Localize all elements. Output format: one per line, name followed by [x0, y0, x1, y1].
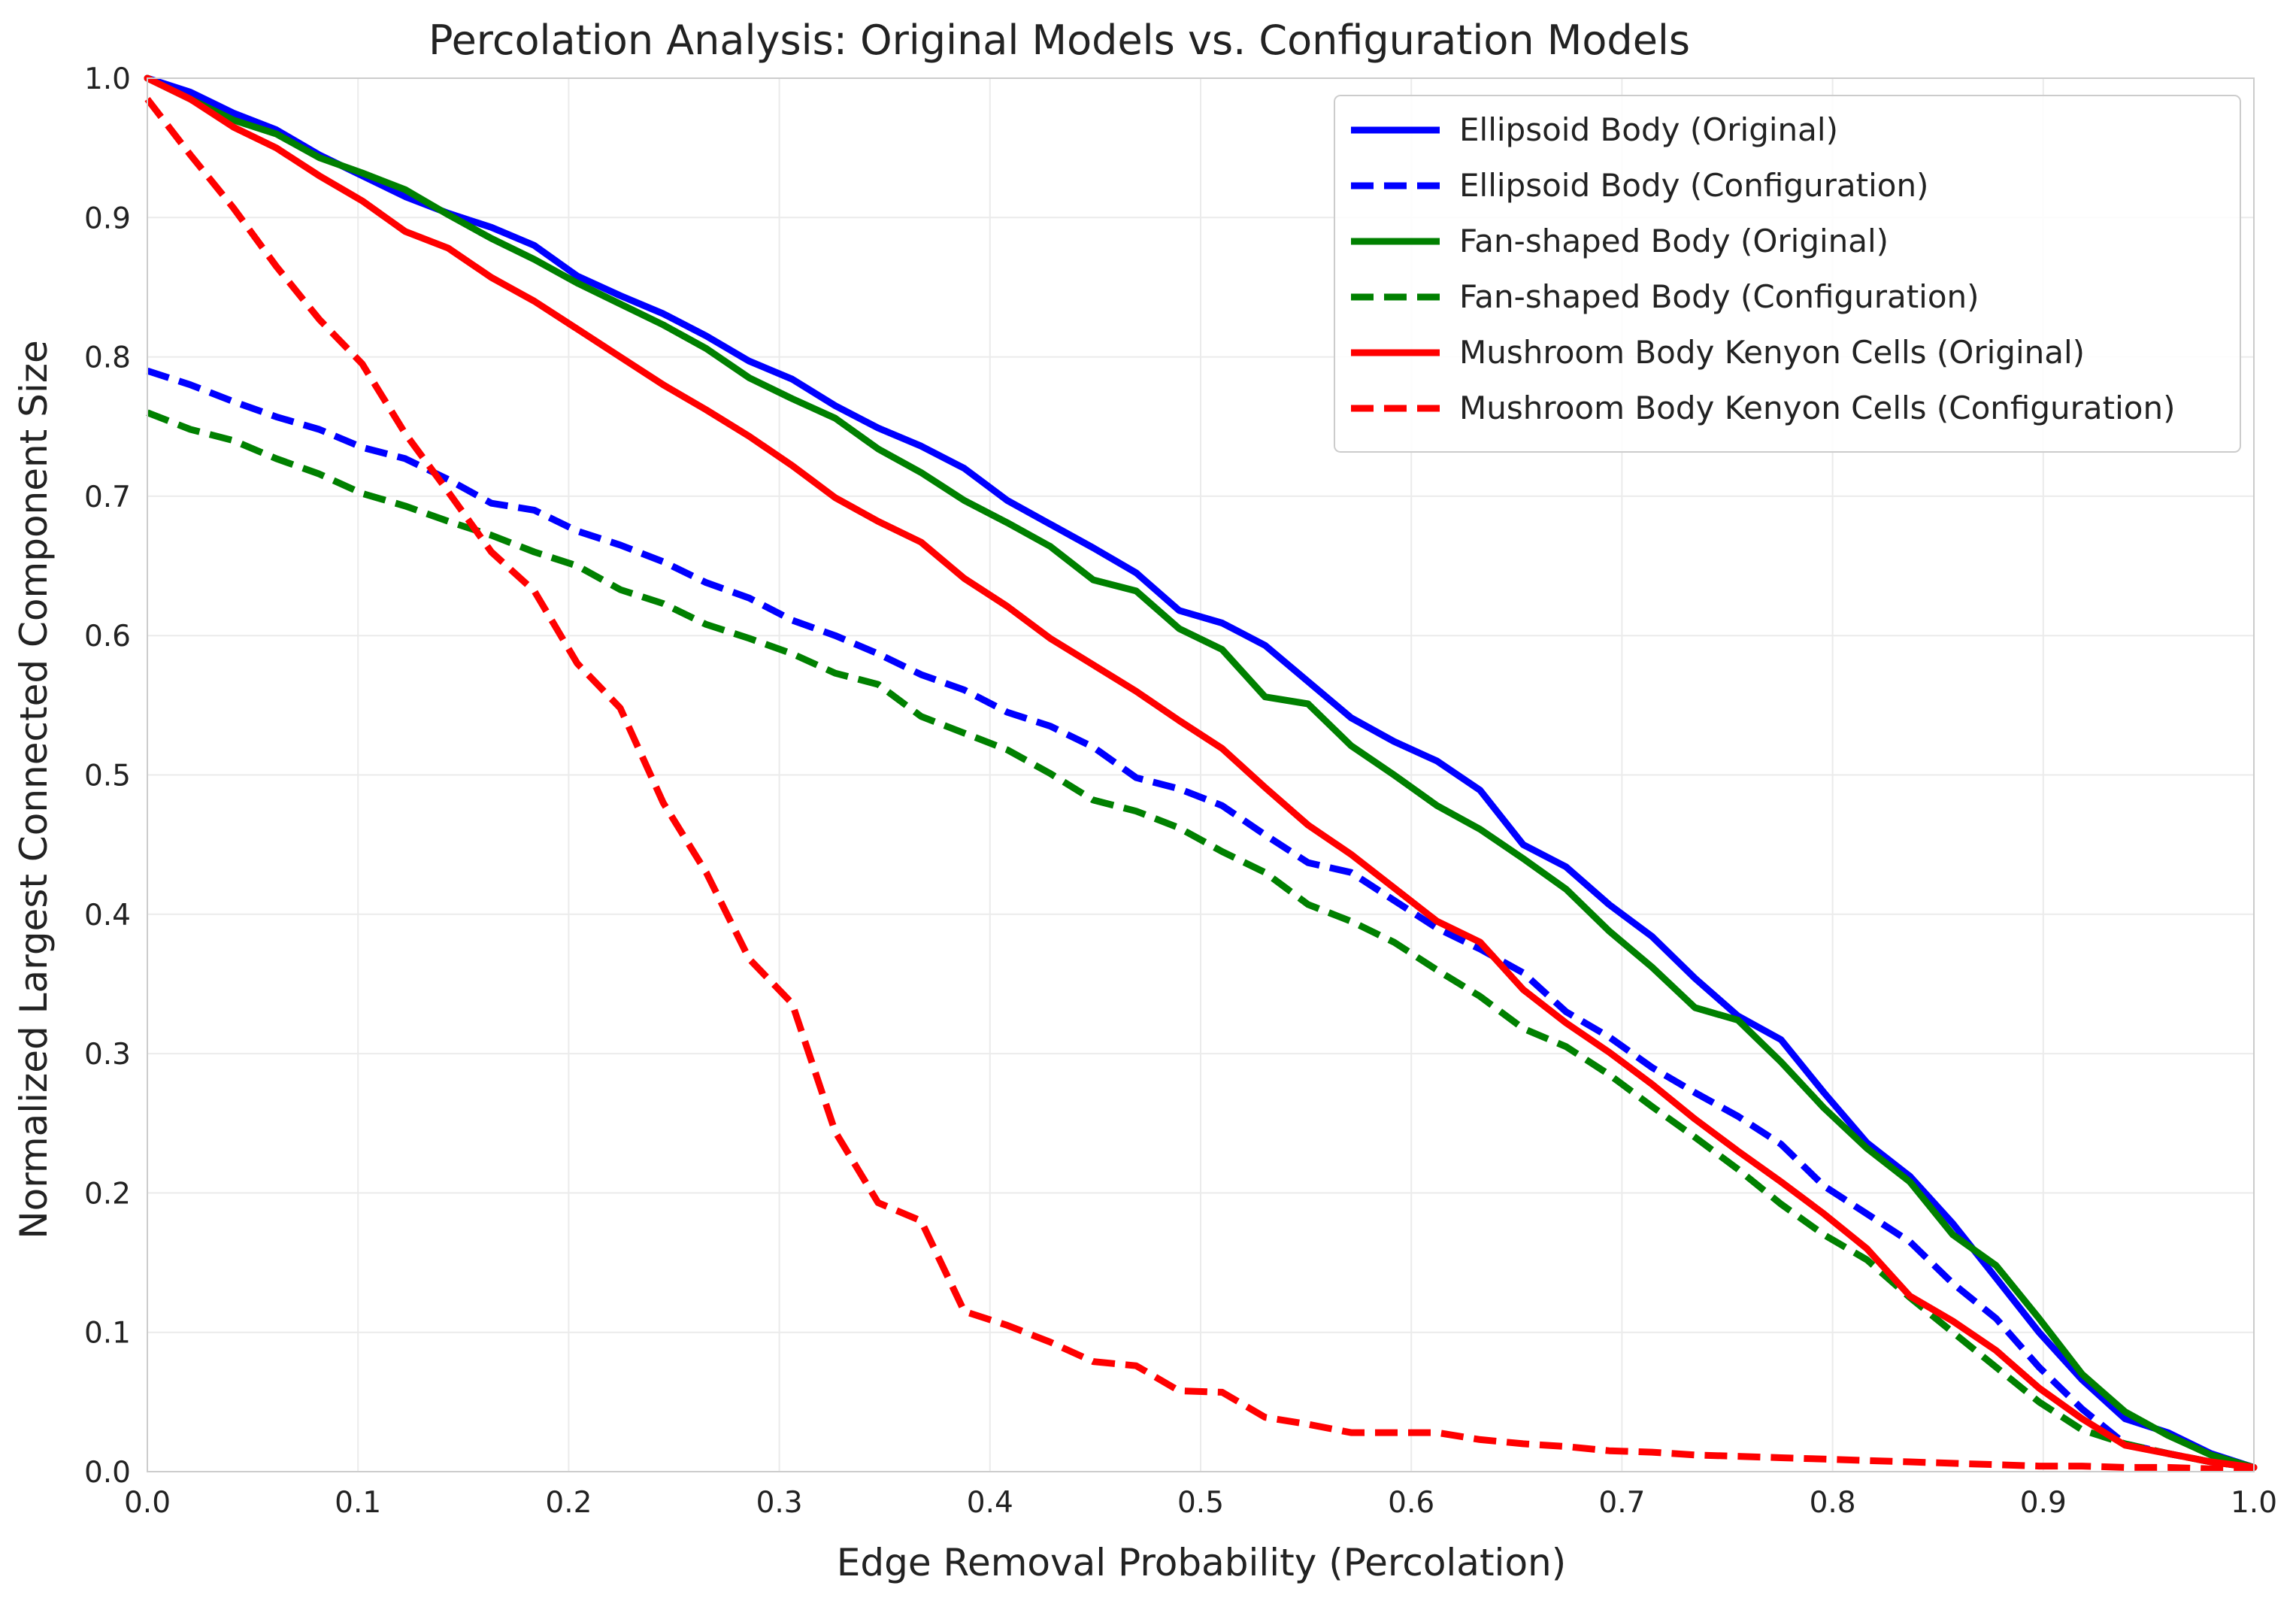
y-tick-label: 0.9 — [84, 202, 131, 235]
y-tick-label: 0.6 — [84, 620, 131, 653]
series-line-fan-shaped-body-original — [144, 74, 2258, 1471]
x-tick-label: 0.3 — [756, 1486, 803, 1520]
y-axis-label: Normalized Largest Connected Component S… — [12, 340, 56, 1239]
x-tick-label: 0.4 — [967, 1486, 1013, 1520]
legend-label: Mushroom Body Kenyon Cells (Configuratio… — [1459, 390, 2176, 426]
legend-label: Fan-shaped Body (Configuration) — [1459, 278, 1979, 315]
legend-label: Mushroom Body Kenyon Cells (Original) — [1459, 334, 2085, 371]
series-line-ellipsoid-body-configuration — [146, 367, 2255, 1471]
legend-label: Ellipsoid Body (Original) — [1459, 111, 1838, 148]
x-tick-label: 0.6 — [1388, 1486, 1434, 1520]
y-tick-label: 0.3 — [84, 1038, 131, 1072]
legend-label: Ellipsoid Body (Configuration) — [1459, 167, 1928, 204]
y-tick-label: 0.4 — [84, 899, 131, 932]
y-tick-label: 1.0 — [84, 62, 131, 96]
y-tick-label: 0.1 — [84, 1317, 131, 1351]
x-tick-label: 0.9 — [2020, 1486, 2067, 1520]
y-tick-label: 0.2 — [84, 1177, 131, 1211]
axis-ticks: 0.0 0.1 0.2 0.3 0.4 0.5 0.6 0.7 0.8 0.9 1.0 0.0 0.1 0… — [84, 62, 2277, 1520]
series-lines — [144, 74, 2258, 1472]
legend: Ellipsoid Body (Original) Ellipsoid Body … — [1334, 95, 2241, 453]
x-tick-label: 0.0 — [124, 1486, 171, 1520]
y-tick-label: 0.8 — [84, 341, 131, 375]
x-tick-label: 0.7 — [1598, 1486, 1645, 1520]
series-line-ellipsoid-body-original — [144, 74, 2258, 1471]
x-tick-label: 0.1 — [335, 1486, 381, 1520]
x-tick-label: 0.2 — [545, 1486, 592, 1520]
y-tick-label: 0.5 — [84, 760, 131, 793]
series-line-mushroom-body-kenyon-cells-original — [144, 74, 2258, 1471]
legend-box — [1334, 95, 2241, 453]
x-tick-label: 1.0 — [2231, 1486, 2277, 1520]
x-tick-label: 0.5 — [1177, 1486, 1224, 1520]
legend-label: Fan-shaped Body (Original) — [1459, 223, 1889, 259]
series-line-mushroom-body-kenyon-cells-configuration — [144, 97, 2254, 1472]
chart-title: Percolation Analysis: Original Models vs… — [429, 17, 1690, 64]
y-tick-label: 0.7 — [84, 481, 131, 514]
y-tick-label: 0.0 — [84, 1456, 131, 1490]
plot-frame — [147, 77, 2255, 1472]
series-line-fan-shaped-body-configuration — [146, 409, 2255, 1471]
x-axis-label: Edge Removal Probability (Percolation) — [837, 1541, 1566, 1584]
x-tick-label: 0.8 — [1810, 1486, 1856, 1520]
